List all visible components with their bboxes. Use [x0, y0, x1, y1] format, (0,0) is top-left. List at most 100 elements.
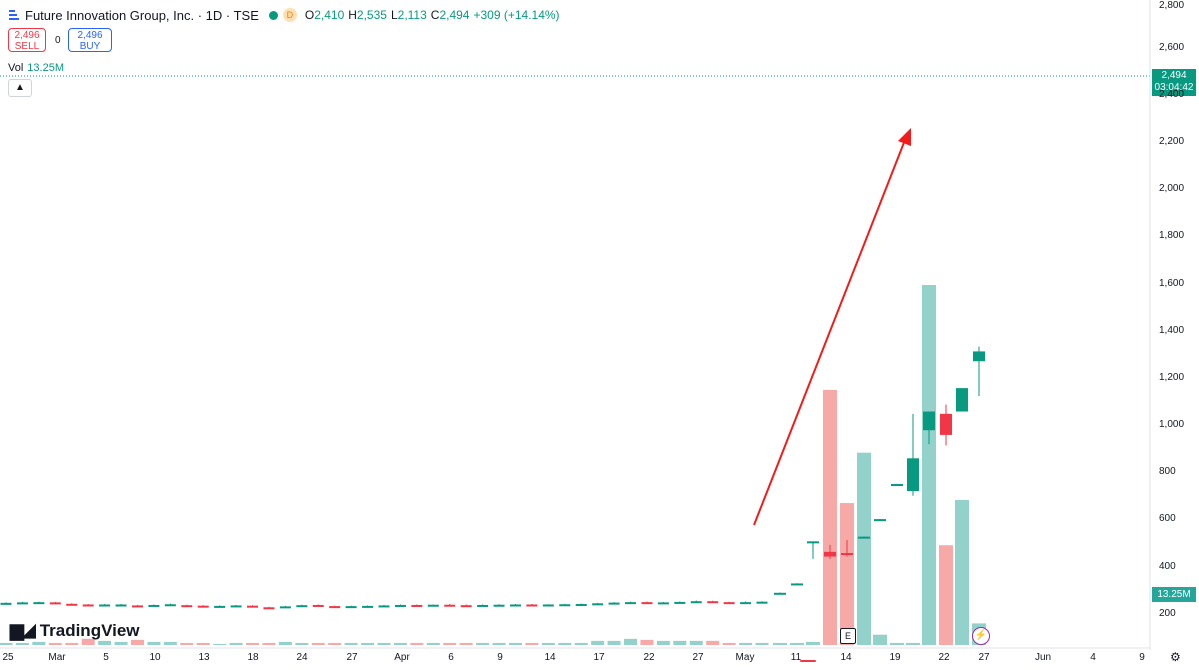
candle-body	[674, 601, 686, 604]
candle-body	[625, 602, 637, 605]
candle-body	[411, 604, 423, 607]
x-tick-label: Jun	[1034, 652, 1052, 663]
volume-bar	[295, 642, 309, 645]
volume-bar	[656, 640, 670, 645]
collapse-legend-button[interactable]: ▲	[8, 79, 32, 97]
candle-body	[858, 536, 870, 539]
change-value: +309 (+14.14%)	[473, 8, 560, 22]
candle-body	[131, 605, 143, 608]
candle-body	[66, 603, 78, 606]
candle-body	[148, 604, 160, 607]
candle-body	[559, 604, 571, 607]
volume-bar	[196, 642, 210, 645]
sell-button[interactable]: 2,496 SELL	[8, 28, 46, 52]
market-open-icon	[268, 10, 278, 20]
high-value: 2,535	[356, 8, 387, 22]
volume-bar	[262, 642, 276, 645]
candle-body	[824, 551, 836, 557]
candle-body	[707, 601, 719, 604]
candle-body	[477, 604, 489, 607]
event-lightning-icon[interactable]: ⚡	[972, 627, 990, 645]
close-value: 2,494	[439, 8, 470, 22]
candle-body	[740, 602, 752, 605]
x-tick-label: 22	[643, 652, 655, 663]
volume-bar	[130, 639, 144, 645]
candle-body	[49, 602, 61, 605]
candle-body	[841, 553, 853, 556]
candle-body	[575, 604, 587, 607]
x-tick-label: 6	[448, 652, 454, 663]
y-tick-label: 800	[1159, 466, 1176, 477]
candle-body	[460, 605, 472, 608]
volume-bar	[574, 642, 588, 645]
delayed-data-badge[interactable]: D	[282, 8, 297, 22]
brand-name: TradingView	[39, 620, 140, 640]
volume-bar	[476, 642, 490, 645]
annotation-underline	[800, 660, 816, 662]
candle-body	[940, 413, 952, 435]
volume-bar	[624, 638, 638, 645]
candle-body	[99, 604, 111, 607]
volume-bar	[98, 640, 112, 645]
volume-bar	[229, 642, 243, 645]
volume-bar	[32, 641, 46, 645]
volume-bar	[922, 285, 936, 645]
volume-bar	[459, 642, 473, 645]
symbol-title[interactable]: Future Innovation Group, Inc. · 1D · TSE	[25, 7, 259, 23]
open-label: O	[304, 8, 315, 22]
symbol-header: Future Innovation Group, Inc. · 1D · TSE…	[8, 6, 560, 24]
candle-body	[329, 606, 341, 609]
volume-bar	[640, 639, 654, 645]
buy-label: BUY	[79, 41, 101, 52]
volume-bar	[607, 640, 621, 645]
x-tick-label: 14	[840, 652, 852, 663]
low-value: 2,113	[397, 8, 427, 22]
sell-price: 2,496	[14, 30, 40, 41]
candle-body	[973, 351, 985, 362]
y-tick-label: 2,600	[1159, 42, 1185, 53]
volume-bar	[939, 545, 953, 645]
x-tick-label: Mar	[48, 652, 66, 663]
candle-body	[214, 605, 226, 608]
volume-bar	[689, 640, 703, 645]
x-tick-label: 27	[978, 652, 990, 663]
x-tick-label: 25	[2, 652, 14, 663]
candle-body	[362, 605, 374, 608]
volume-bar	[377, 642, 391, 645]
candle-body	[723, 602, 735, 605]
volume-bar	[823, 389, 837, 645]
settings-gear-icon[interactable]: ⚙	[1170, 650, 1181, 664]
volume-bar	[361, 642, 375, 645]
y-tick-label: 1,800	[1159, 230, 1185, 241]
volume-bar	[213, 643, 227, 645]
candle-body	[279, 606, 291, 609]
tradingview-logo[interactable]: ▆◢ TradingView	[10, 620, 140, 641]
candle-body	[197, 605, 209, 608]
volume-bar	[163, 641, 177, 645]
y-tick-label: 600	[1159, 513, 1176, 524]
volume-bar	[81, 638, 95, 645]
y-tick-label: 1,200	[1159, 372, 1185, 383]
buy-button[interactable]: 2,496 BUY	[68, 28, 112, 52]
volume-bar	[955, 499, 969, 645]
volume-bar	[558, 642, 572, 645]
volume-bar	[147, 641, 161, 645]
close-label: C	[430, 8, 440, 22]
x-tick-label: 9	[1139, 652, 1145, 663]
volume-bar	[311, 642, 325, 645]
candle-body	[791, 583, 803, 586]
y-tick-label: 2,200	[1159, 136, 1185, 147]
volume-legend: Vol 13.25M	[8, 62, 64, 74]
bar-countdown: 03:04:42	[1154, 82, 1194, 93]
volume-bar	[706, 640, 720, 645]
earnings-marker[interactable]: E	[840, 628, 856, 644]
volume-bar	[508, 642, 522, 645]
trend-arrow	[753, 128, 911, 526]
y-tick-label: 1,600	[1159, 278, 1185, 289]
candle-body	[774, 592, 786, 595]
y-tick-label: 2,000	[1159, 183, 1185, 194]
volume-bar	[591, 640, 605, 645]
y-tick-label: 1,000	[1159, 419, 1185, 430]
y-tick-label: 2,800	[1159, 0, 1185, 11]
